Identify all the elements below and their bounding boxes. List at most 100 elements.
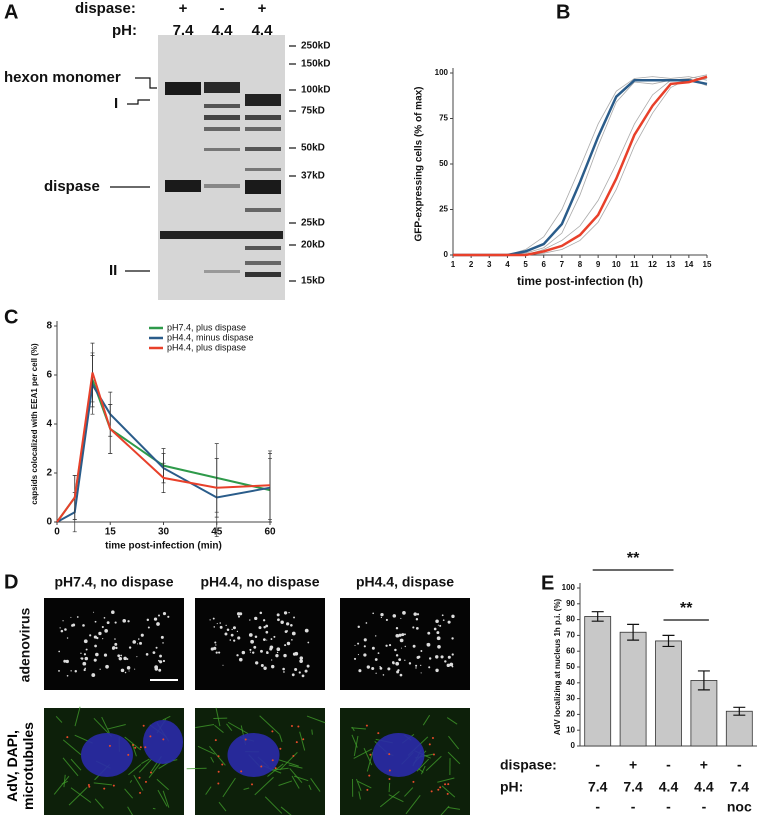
x-tick-label: 13 — [666, 260, 675, 269]
spot — [162, 738, 165, 741]
band-label: I — [114, 95, 118, 112]
panel-letter: C — [4, 306, 18, 328]
spot — [83, 668, 86, 672]
spot — [379, 667, 383, 670]
spot — [156, 622, 160, 626]
condition-label: dispase: — [500, 757, 557, 773]
spot — [233, 639, 236, 642]
spot — [153, 617, 158, 621]
spot — [291, 673, 295, 677]
microtubule — [422, 714, 431, 726]
x-tick-label: 8 — [578, 260, 583, 269]
microtubule — [157, 789, 168, 807]
spot — [432, 753, 435, 756]
spot — [66, 674, 69, 677]
spot — [103, 787, 106, 790]
legend-label: pH4.4, plus dispase — [167, 342, 246, 352]
spot — [271, 759, 274, 762]
spot — [282, 667, 285, 671]
spot — [260, 649, 263, 653]
spot — [105, 664, 109, 669]
marker-label: 15kD — [301, 276, 325, 287]
microtubule — [440, 805, 450, 815]
y-tick-label: 10 — [566, 725, 575, 734]
spot — [301, 674, 305, 678]
x-tick-label: 60 — [264, 527, 276, 538]
spot — [416, 613, 420, 616]
spot — [388, 769, 391, 772]
spot — [94, 644, 97, 648]
spot — [114, 638, 116, 640]
spot — [266, 651, 268, 653]
spot — [114, 642, 118, 646]
line — [453, 76, 708, 256]
spot — [137, 643, 139, 645]
spot — [366, 788, 369, 791]
microtubule — [197, 745, 215, 755]
microtubule — [53, 775, 70, 795]
spot — [353, 657, 357, 660]
microtubule — [425, 755, 442, 771]
nucleus — [81, 733, 133, 777]
spot — [431, 736, 434, 739]
spot — [111, 610, 115, 614]
condition-value: - — [737, 757, 742, 773]
spot — [277, 618, 280, 622]
spot — [58, 670, 60, 672]
marker-label: 20kD — [301, 240, 325, 251]
spot — [440, 655, 444, 659]
spot — [428, 666, 431, 669]
spot — [275, 653, 279, 658]
spot — [82, 661, 87, 666]
spot — [400, 647, 402, 649]
spot — [398, 633, 402, 637]
spot — [213, 626, 216, 628]
spot — [157, 614, 160, 617]
microtubule — [227, 721, 249, 735]
spot — [231, 628, 233, 631]
x-axis-label: time post-infection (min) — [105, 541, 222, 552]
x-tick-label: 14 — [684, 260, 693, 269]
y-axis-label: AdV localizing at nucleus 1h p.i. (%) — [553, 598, 562, 735]
x-tick-label: 6 — [541, 260, 546, 269]
spot — [101, 625, 104, 629]
spot — [442, 619, 445, 622]
microtubule — [152, 807, 156, 810]
spot — [286, 622, 290, 626]
microtubule — [363, 747, 373, 766]
spot — [420, 650, 423, 652]
lane-label: 4.4 — [252, 22, 274, 39]
spot — [111, 646, 115, 650]
spot — [446, 792, 449, 795]
microtubule — [214, 724, 224, 733]
spot — [280, 620, 284, 624]
spot — [447, 783, 450, 786]
microtubule — [264, 796, 283, 814]
spot — [138, 776, 141, 779]
spot — [274, 767, 277, 770]
spot — [80, 652, 82, 654]
spot — [117, 654, 121, 658]
x-axis-label: time post-infection (h) — [517, 274, 643, 288]
spot — [225, 624, 227, 627]
microtubule — [215, 707, 221, 727]
spot — [219, 625, 223, 629]
spot — [369, 753, 372, 756]
x-tick-label: 7 — [560, 260, 565, 269]
lane-label: 7.4 — [173, 22, 195, 39]
microtubule — [447, 806, 461, 810]
spot — [286, 641, 291, 646]
spot — [132, 640, 137, 644]
spot — [222, 664, 224, 666]
spot — [103, 653, 108, 657]
spot — [444, 783, 447, 786]
microtubule — [404, 787, 414, 797]
spot — [446, 663, 451, 668]
microtubule — [306, 715, 326, 724]
spot — [398, 658, 402, 662]
microtubule — [259, 715, 280, 735]
spot — [271, 730, 274, 733]
spot — [126, 666, 131, 670]
spot — [401, 633, 405, 637]
spot — [451, 653, 454, 656]
